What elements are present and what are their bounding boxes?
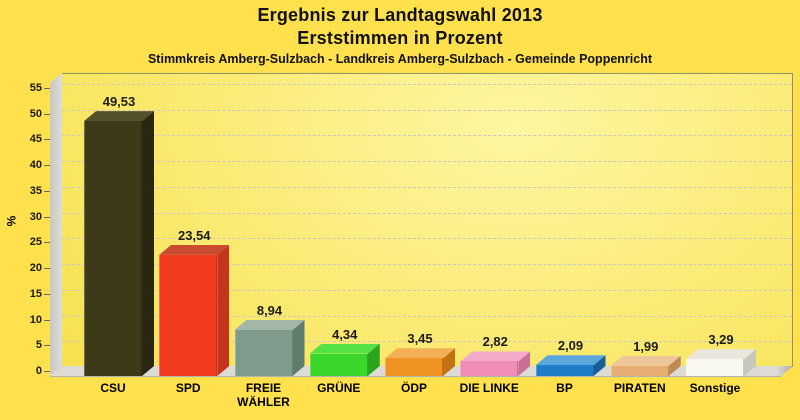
bar-CSU [84, 121, 142, 376]
y-tick-mark-5 [44, 345, 50, 347]
bar-SPD [159, 254, 218, 376]
gridline-35 [62, 186, 792, 188]
x-axis-label-FREIE WÄHLER: FREIE WÄHLER [237, 381, 290, 409]
bar-top-CSU [84, 111, 154, 121]
y-tick-label-40: 40 [29, 159, 42, 172]
bar-value-label-ÖDP: 3,45 [407, 331, 433, 347]
y-tick-label-55: 55 [29, 82, 42, 94]
x-axis-label-CSU: CSU [100, 381, 126, 395]
x-axis-label-PIRATEN: PIRATEN [613, 381, 666, 395]
bar-value-label-PIRATEN: 1,99 [633, 338, 659, 354]
y-axis-title: % [4, 215, 19, 227]
bar-GRÜNE [309, 353, 368, 376]
bar-side-SPD [217, 245, 229, 376]
bar-value-label-CSU: 49,53 [102, 94, 136, 110]
y-tick-label-15: 15 [29, 287, 42, 300]
gridline-55 [62, 84, 792, 85]
bar-value-label-BP: 2,09 [557, 338, 584, 354]
bar-Sonstige [686, 359, 744, 376]
x-axis-label-BP: BP [556, 381, 573, 395]
bar-BP [535, 365, 594, 376]
y-tick-mark-35 [44, 190, 50, 192]
x-axis-label-SPD: SPD [175, 381, 201, 395]
bar-side-GRÜNE [368, 344, 380, 376]
y-tick-label-35: 35 [29, 184, 42, 197]
bar-DIE LINKE [460, 361, 519, 376]
bar-value-label-GRÜNE: 4,34 [332, 326, 358, 342]
bar-top-DIE LINKE [460, 351, 530, 361]
bar-side-FREIE WÄHLER [293, 320, 305, 376]
x-axis-label-GRÜNE: GRÜNE [317, 381, 361, 395]
y-tick-label-20: 20 [29, 262, 42, 275]
bar-top-GRÜNE [310, 344, 380, 354]
gridline-50 [62, 109, 792, 111]
bar-value-label-SPD: 23,54 [177, 227, 211, 243]
y-tick-mark-30 [44, 216, 50, 218]
x-axis-label-Sonstige: Sonstige [689, 381, 741, 395]
bar-PIRATEN [610, 365, 669, 376]
gridline-45 [62, 135, 792, 137]
bar-value-label-Sonstige: 3,29 [708, 332, 734, 348]
bar-value-label-DIE LINKE: 2,82 [482, 334, 508, 350]
y-tick-label-50: 50 [29, 107, 42, 120]
gridline-30 [62, 212, 792, 214]
chart-subtitle: Stimmkreis Amberg-Sulzbach - Landkreis A… [147, 52, 653, 66]
y-tick-label-0: 0 [35, 365, 42, 377]
bar-FREIE WÄHLER [234, 329, 293, 376]
bar-top-ÖDP [385, 348, 455, 358]
bar-top-FREIE WÄHLER [235, 320, 305, 330]
y-tick-mark-0 [44, 371, 50, 372]
chart-title-line2: Erststimmen in Prozent [297, 28, 503, 48]
y-tick-mark-50 [44, 113, 50, 115]
y-tick-mark-40 [44, 165, 50, 167]
gridline-10 [62, 315, 792, 317]
gridline-5 [62, 341, 792, 343]
y-tick-mark-10 [44, 319, 50, 321]
bar-side-CSU [142, 111, 154, 376]
bar-top-SPD [159, 245, 229, 255]
y-tick-label-25: 25 [29, 236, 42, 249]
y-tick-mark-55 [44, 88, 50, 89]
bar-ÖDP [385, 358, 443, 376]
gridline-15 [62, 289, 792, 291]
y-tick-label-5: 5 [35, 339, 42, 352]
x-axis-label-DIE LINKE: DIE LINKE [459, 381, 519, 395]
gridline-40 [62, 161, 792, 163]
left-wall-3d [50, 73, 62, 376]
y-tick-mark-25 [44, 242, 50, 244]
y-tick-mark-20 [44, 268, 50, 270]
y-tick-mark-15 [44, 293, 50, 295]
plot-front-edge [50, 376, 781, 377]
x-axis-label-ÖDP: ÖDP [400, 381, 427, 395]
bar-top-BP [536, 355, 606, 365]
chart-title-line1: Ergebnis zur Landtagswahl 2013 [257, 5, 543, 25]
y-tick-label-10: 10 [29, 313, 42, 326]
bar-top-PIRATEN [611, 356, 681, 366]
y-tick-mark-45 [44, 139, 50, 141]
gridline-20 [62, 264, 792, 266]
bar-top-Sonstige [686, 349, 756, 359]
gridline-25 [62, 238, 792, 240]
bar-value-label-FREIE WÄHLER: 8,94 [256, 302, 283, 318]
y-tick-label-45: 45 [29, 133, 42, 146]
y-tick-label-30: 30 [29, 210, 42, 223]
